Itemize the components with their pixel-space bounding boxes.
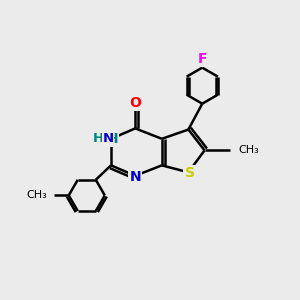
Text: O: O bbox=[129, 96, 141, 110]
Text: CH₃: CH₃ bbox=[26, 190, 47, 200]
Text: S: S bbox=[184, 166, 195, 180]
Text: H: H bbox=[93, 132, 104, 145]
Text: N: N bbox=[103, 132, 114, 145]
Text: N: N bbox=[100, 132, 112, 146]
Text: F: F bbox=[197, 52, 207, 66]
Text: N: N bbox=[130, 170, 141, 184]
Text: H: H bbox=[106, 132, 118, 146]
Text: CH₃: CH₃ bbox=[238, 145, 259, 155]
